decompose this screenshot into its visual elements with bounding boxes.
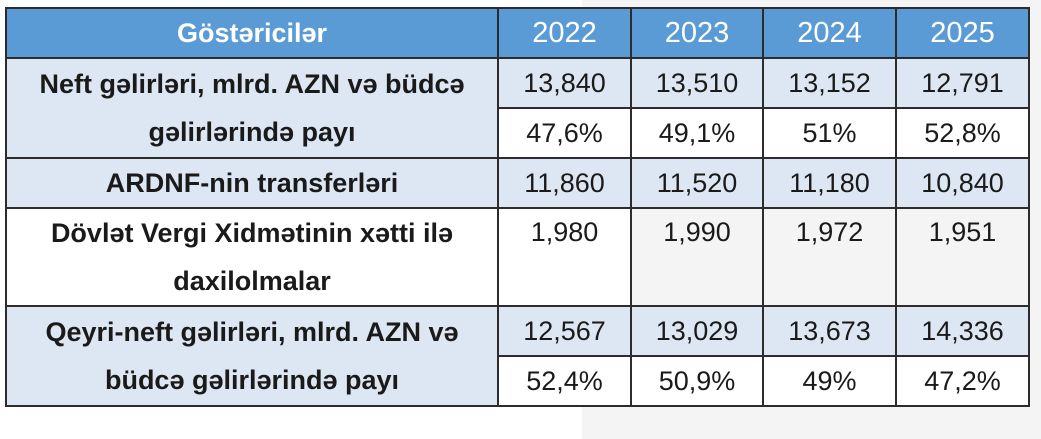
header-row: Göstəricilər 2022 2023 2024 2025 <box>5 7 1030 59</box>
cell-sofaz-2025: 10,840 <box>895 157 1030 209</box>
cell-tax-2025: 1,951 <box>895 207 1030 307</box>
header-year-2024: 2024 <box>762 7 897 59</box>
header-year-2022: 2022 <box>497 7 632 59</box>
row-label-oil-revenue: Neft gəlirləri, mlrd. AZN və büdcə gəlir… <box>5 57 499 159</box>
cell-tax-2024: 1,972 <box>762 207 897 307</box>
row-label-sofaz-transfers: ARDNF-nin transferləri <box>5 157 499 209</box>
cell-non-oil-share-2023: 50,9% <box>630 355 764 407</box>
table-row-oil-share: 47,6% 49,1% 51% 52,8% <box>6 107 1030 159</box>
cell-sofaz-2023: 11,520 <box>630 157 764 209</box>
cell-non-oil-revenue-2025: 14,336 <box>895 305 1030 357</box>
header-year-2025: 2025 <box>895 7 1030 59</box>
cell-oil-revenue-2022: 13,840 <box>497 57 632 109</box>
table-row-tax-service: Dövlət Vergi Xidmətinin xətti ilə daxilo… <box>5 207 1030 307</box>
cell-oil-share-2022: 47,6% <box>497 107 632 159</box>
cell-sofaz-2024: 11,180 <box>762 157 897 209</box>
cell-oil-revenue-2023: 13,510 <box>630 57 764 109</box>
table-row-non-oil-share: 52,4% 50,9% 49% 47,2% <box>6 355 1030 407</box>
table-body: Neft gəlirləri, mlrd. AZN və büdcə gəlir… <box>5 57 1030 407</box>
budget-revenue-table: Göstəricilər 2022 2023 2024 2025 Neft gə… <box>5 7 1030 407</box>
cell-non-oil-revenue-2022: 12,567 <box>497 305 632 357</box>
cell-sofaz-2022: 11,860 <box>497 157 632 209</box>
cell-non-oil-share-2025: 47,2% <box>895 355 1030 407</box>
cell-oil-revenue-2025: 12,791 <box>895 57 1030 109</box>
table-row-non-oil-revenue: Qeyri-neft gəlirləri, mlrd. AZN və büdcə… <box>5 305 1030 407</box>
table-header: Göstəricilər 2022 2023 2024 2025 <box>5 7 1030 59</box>
cell-non-oil-share-2024: 49% <box>762 355 897 407</box>
row-label-non-oil-revenue: Qeyri-neft gəlirləri, mlrd. AZN və büdcə… <box>5 305 499 407</box>
cell-tax-2023: 1,990 <box>630 207 764 307</box>
cell-non-oil-revenue-2023: 13,029 <box>630 305 764 357</box>
cell-oil-share-2024: 51% <box>762 107 897 159</box>
cell-oil-share-2023: 49,1% <box>630 107 764 159</box>
table-row-sofaz-transfers: ARDNF-nin transferləri 11,860 11,520 11,… <box>5 157 1030 209</box>
cell-non-oil-share-2022: 52,4% <box>497 355 632 407</box>
cell-oil-share-2025: 52,8% <box>895 107 1030 159</box>
cell-non-oil-revenue-2024: 13,673 <box>762 305 897 357</box>
cell-tax-2022: 1,980 <box>497 207 632 307</box>
table-row-oil-revenue: Neft gəlirləri, mlrd. AZN və büdcə gəlir… <box>5 57 1030 159</box>
header-year-2023: 2023 <box>630 7 764 59</box>
cell-oil-revenue-2024: 13,152 <box>762 57 897 109</box>
row-label-tax-service: Dövlət Vergi Xidmətinin xətti ilə daxilo… <box>5 207 499 307</box>
header-indicators: Göstəricilər <box>5 7 499 59</box>
